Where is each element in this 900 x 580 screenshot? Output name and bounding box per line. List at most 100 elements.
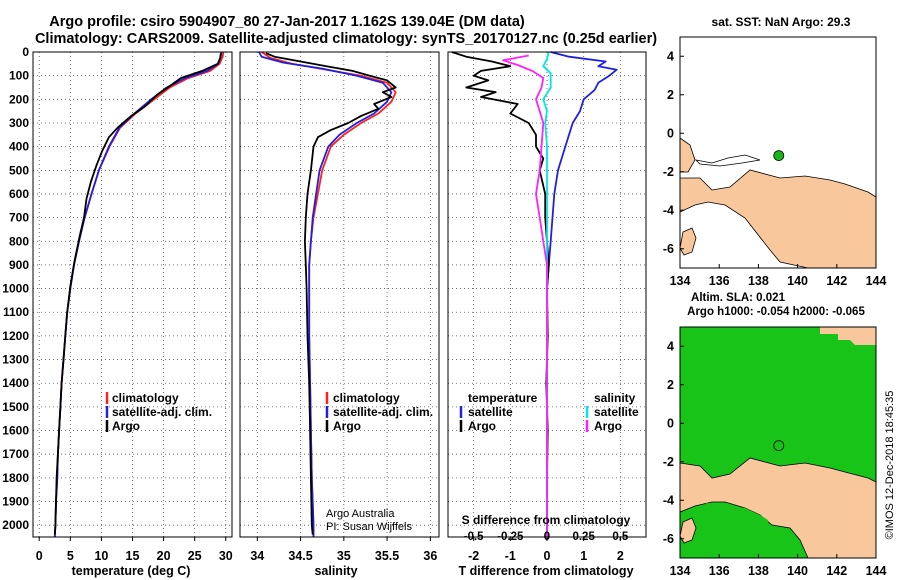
difference-xlabel-top: S difference from climatology <box>462 513 631 527</box>
legend-label-climatology: climatology <box>333 391 400 405</box>
series-line-argo <box>265 52 397 535</box>
sst-map-panel: sat. SST: NaN Argo: 29.3 134 136 138 140 142… <box>663 15 887 288</box>
map-x-tick-label: 134 <box>670 274 691 288</box>
map-x-tick-label: 144 <box>866 274 887 288</box>
temperature-legend: climatology satellite-adj. clim. Argo <box>105 391 212 433</box>
series-line-argo <box>53 53 222 535</box>
salinity-legend: climatology satellite-adj. clim. Argo <box>325 391 433 433</box>
y-tick-label-depth: 800 <box>9 234 29 248</box>
salinity-diff-tick-label: 0.5 <box>612 531 629 543</box>
x-tick-label: 36 <box>423 549 437 563</box>
difference-legend-salinity: salinity satellite Argo <box>585 391 639 433</box>
y-tick-label-depth: 1200 <box>2 329 29 343</box>
series-line-climatology <box>261 51 397 537</box>
y-tick-label-depth: 1500 <box>2 400 29 414</box>
sla-arafura-shelf <box>706 503 768 556</box>
y-tick-label-depth: 400 <box>9 140 29 154</box>
y-tick-label-depth: 1600 <box>2 424 29 438</box>
argo-profile-location-marker <box>773 150 785 162</box>
x-tick-label: 0 <box>544 549 551 563</box>
map-y-tick-label: 4 <box>667 49 674 63</box>
y-tick-label-depth: 1000 <box>2 282 29 296</box>
map-y-tick-label: -4 <box>663 493 674 507</box>
map-y-tick-label: 2 <box>667 378 674 392</box>
map-x-tick-label: 140 <box>787 274 808 288</box>
x-tick-label: 34.5 <box>288 549 312 563</box>
map-y-tick-label: 2 <box>667 88 674 102</box>
x-tick-label: -2 <box>468 549 479 563</box>
y-tick-label-depth: 500 <box>9 163 29 177</box>
legend-label-sal-argo: Argo <box>594 419 622 433</box>
map-x-tick-label: 144 <box>866 564 887 578</box>
map-y-tick-label: -2 <box>663 455 674 469</box>
legend-label-sal-satellite: satellite <box>594 405 639 419</box>
x-tick-label: 35 <box>337 549 351 563</box>
map-x-tick-label: 136 <box>709 274 730 288</box>
map-y-tick-label: 0 <box>667 126 674 140</box>
series-line-temperature-argo <box>451 51 550 537</box>
sst-map-frame <box>679 36 877 269</box>
x-tick-label: 15 <box>126 549 140 563</box>
annotation-argo-australia: Argo Australia <box>326 508 395 520</box>
y-tick-label-depth: 900 <box>9 258 29 272</box>
sla-missing-data-top <box>820 327 876 345</box>
sla-map-panel: Altim. SLA: 0.021 Argo h1000: -0.054 h20… <box>663 292 887 578</box>
legend-label-argo: Argo <box>112 419 140 433</box>
x-tick-label: 35.5 <box>375 549 399 563</box>
series-line-salinity-argo <box>502 54 548 537</box>
y-tick-label-depth: 700 <box>9 211 29 225</box>
x-tick-label: 2 <box>617 549 624 563</box>
legend-label-temp-argo: Argo <box>468 419 496 433</box>
y-tick-label-depth: 600 <box>9 187 29 201</box>
title-line-2: Climatology: CARS2009. Satellite-adjuste… <box>35 31 657 47</box>
legend-title-salinity: salinity <box>594 391 636 405</box>
legend-title-temperature: temperature <box>468 391 538 405</box>
map-y-tick-label: 4 <box>667 339 674 353</box>
y-tick-label-depth: 2000 <box>2 518 29 532</box>
y-tick-label-depth: 1300 <box>2 353 29 367</box>
legend-label-satellite: satellite-adj. clim. <box>112 405 212 419</box>
map-y-tick-label: -6 <box>663 242 674 256</box>
y-tick-label-depth: 1100 <box>3 305 29 319</box>
x-tick-label: 20 <box>157 549 171 563</box>
legend-label-temp-satellite: satellite <box>468 405 513 419</box>
map-x-tick-label: 140 <box>787 564 808 578</box>
map-x-tick-label: 136 <box>709 564 730 578</box>
x-tick-label: 10 <box>94 549 108 563</box>
y-tick-label-depth: 1800 <box>2 471 29 485</box>
x-tick-label: 1 <box>580 549 587 563</box>
x-tick-label: 30 <box>219 549 233 563</box>
sla-map-frame <box>679 326 877 559</box>
x-tick-label: 0 <box>36 549 43 563</box>
y-tick-label-depth: 100 <box>9 69 29 83</box>
difference-legend-temperature: temperature satellite Argo <box>459 391 538 433</box>
series-line-satellite-adj-clim- <box>53 51 223 538</box>
map-x-tick-label: 142 <box>826 564 847 578</box>
map-x-tick-label: 138 <box>748 564 769 578</box>
difference-xlabel: T difference from climatology <box>458 564 633 578</box>
x-tick-label: 5 <box>67 549 74 563</box>
salinity-panel: 34 34.5 35 35.5 36 salinity climatology sate… <box>239 51 440 578</box>
imos-timestamp-label: ©IMOS 12-Dec-2018 18:45:35 <box>884 391 896 540</box>
temperature-xlabel: temperature (deg C) <box>72 564 191 578</box>
x-tick-label: 25 <box>188 549 202 563</box>
title-line-1: Argo profile: csiro 5904907_80 27-Jan-20… <box>49 14 525 30</box>
map-x-tick-label: 134 <box>670 564 691 578</box>
legend-label-satellite: satellite-adj. clim. <box>333 405 433 419</box>
series-line-salinity-satellite <box>542 51 552 537</box>
y-tick-label-depth: 1400 <box>2 376 29 390</box>
salinity-axes-frame <box>239 51 440 538</box>
map-x-tick-label: 138 <box>748 274 769 288</box>
map-y-tick-label: -2 <box>663 165 674 179</box>
series-line-climatology <box>53 51 225 538</box>
salinity-xlabel: salinity <box>314 564 357 578</box>
y-tick-label-depth: 1900 <box>2 495 29 509</box>
salinity-diff-tick-label: -0.25 <box>497 531 524 543</box>
y-tick-label-depth: 200 <box>9 92 29 106</box>
yapen-island <box>694 154 761 167</box>
map-y-tick-label: -4 <box>663 203 674 217</box>
legend-label-climatology: climatology <box>112 391 179 405</box>
x-tick-label: 34 <box>250 549 264 563</box>
salinity-diff-tick-label: 0 <box>544 531 550 543</box>
